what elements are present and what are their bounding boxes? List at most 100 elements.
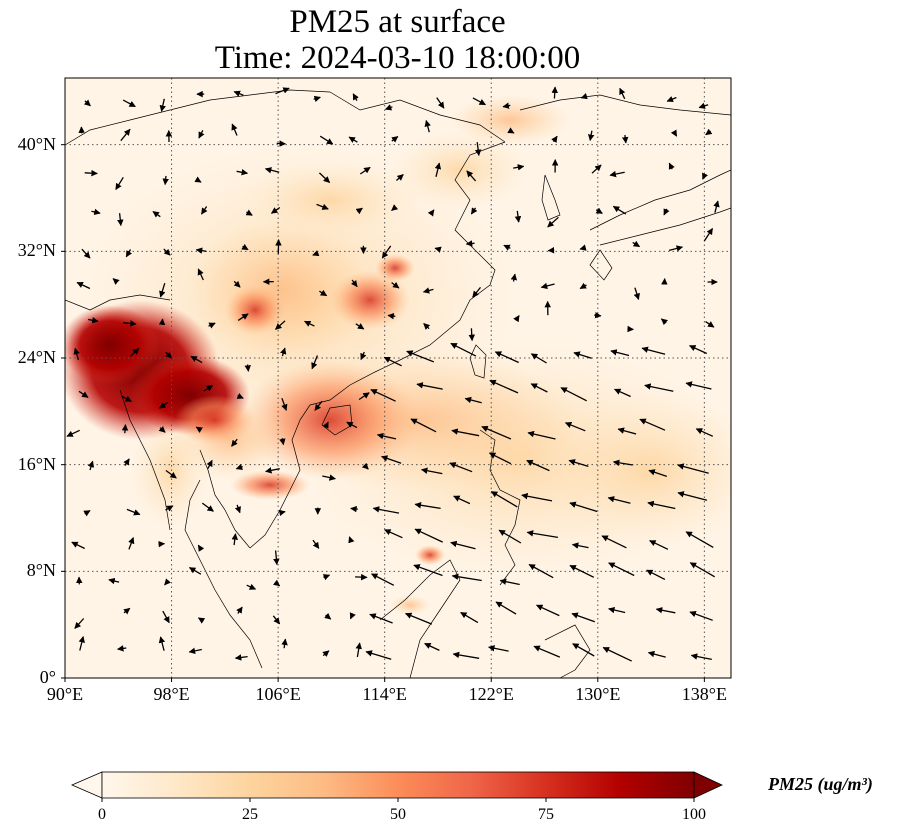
wind-arrow [350,505,358,513]
wind-arrow [474,142,482,157]
wind-arrow [158,636,166,651]
wind-arrow [451,573,482,582]
wind-arrow [159,283,166,298]
wind-arrow [194,176,202,183]
wind-arrow [639,418,666,431]
wind-arrow [649,540,669,550]
wind-arrow [324,612,332,620]
wind-arrow [158,425,166,433]
wind-arrow [87,460,95,471]
wind-arrow [359,166,371,175]
wind-arrow [460,611,479,624]
wind-arrow [360,351,367,361]
lat-tick-label: 0° [39,667,56,687]
lat-tick-label: 40°N [17,133,56,154]
lon-tick-label: 98°E [153,684,190,704]
wind-arrow [352,93,359,102]
wind-arrow [322,474,336,481]
wind-arrow [195,247,207,254]
wind-arrow [121,395,132,402]
pm25-field [65,78,731,678]
wind-arrow [633,287,640,301]
wind-arrow [666,96,677,103]
wind-arrow [165,351,172,359]
wind-arrow [391,135,399,143]
wind-arrow [551,86,558,99]
wind-arrow [713,200,720,213]
wind-arrow [188,647,202,655]
wind-arrow [348,536,355,544]
wind-arrow [526,459,550,472]
wind-arrow [87,317,99,324]
wind-arrow [513,315,520,323]
lon-tick-label: 106°E [255,684,301,704]
wind-arrow [195,426,203,433]
wind-arrow [358,392,370,401]
wind-arrow [423,323,431,330]
colorbar-extend-low [70,771,103,799]
wind-arrow [159,98,166,112]
wind-arrow [279,438,286,446]
wind-arrow [526,530,559,539]
wind-arrow [201,502,214,512]
wind-arrow [644,383,674,392]
wind-arrow [594,311,602,319]
wind-arrow [365,650,392,660]
wind-arrow [158,318,166,326]
wind-arrow [158,401,169,409]
colorbar-tick-label: 75 [538,806,554,823]
wind-arrow [617,427,637,435]
wind-arrow [410,418,437,433]
wind-arrow [647,500,676,510]
wind-arrow [424,119,431,133]
wind-arrow [587,130,595,142]
wind-arrow [612,459,633,467]
wind-arrow [350,279,358,288]
lon-tick-label: 130°E [575,684,621,704]
wind-arrow [450,540,476,550]
wind-arrow [125,249,133,258]
wind-arrow [115,176,124,191]
wind-arrow [272,579,281,587]
wind-arrow [208,322,216,329]
wind-arrow [188,567,202,575]
wind-arrow [521,493,553,502]
wind-arrow [619,87,626,100]
wind-arrow [451,428,480,437]
wind-arrow [670,129,678,137]
wind-arrow [395,174,404,181]
wind-arrow [117,645,127,652]
wind-arrow [246,583,257,590]
wind-arrow [612,205,627,215]
lon-tick-label: 114°E [362,684,407,704]
wind-arrow [472,286,482,298]
wind-arrow [705,128,713,136]
wind-arrow [275,87,290,95]
wind-arrow [355,642,362,658]
colorbar-label: PM25 (ug/m³) [768,774,873,794]
wind-arrow [78,390,89,398]
wind-arrow [355,573,368,581]
wind-arrow [272,615,281,625]
wind-arrow [163,248,171,256]
colorbar-body [101,771,695,799]
wind-arrow [81,248,91,259]
wind-arrow [241,243,249,251]
wind-arrow [648,469,668,478]
wind-arrow [608,606,626,614]
wind-arrow [427,209,435,217]
wind-arrow [490,491,518,508]
wind-arrow [406,350,435,363]
wind-arrow [387,312,396,320]
wind-arrow [304,320,315,327]
wind-arrow [361,462,369,470]
wind-arrow [465,240,475,247]
wind-arrow [244,364,251,372]
wind-arrow [528,563,554,579]
wind-arrow [76,281,91,290]
wind-arrow [66,429,80,437]
wind-arrow [703,227,714,242]
wind-arrow [371,573,395,586]
wind-arrow [369,613,393,624]
wind-arrow [245,209,253,216]
